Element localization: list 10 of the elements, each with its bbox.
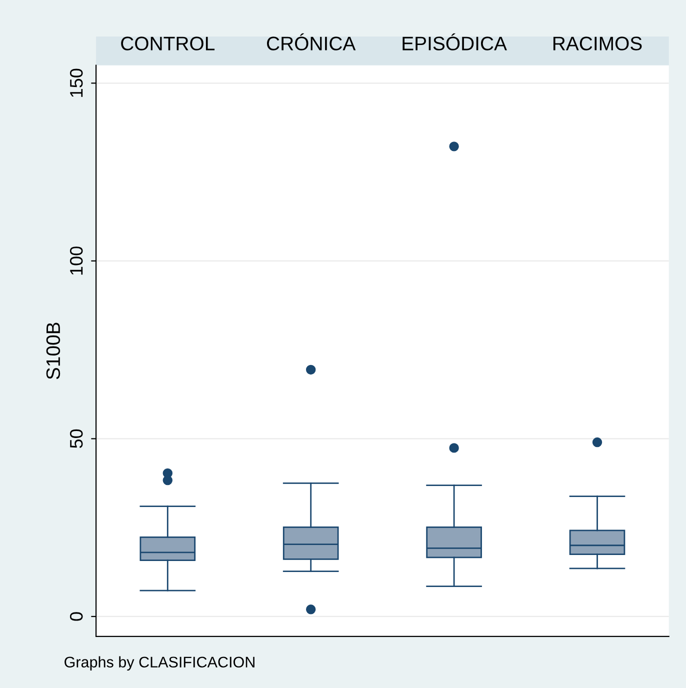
y-tick-label: 150 [70, 68, 83, 97]
text: Graphs by CLASIFICACION [64, 656, 254, 671]
x-tick-label: CRÓNICA [267, 33, 356, 50]
y-tick-label: 100 [70, 246, 83, 275]
x-tick-label: EPISÓDICA [402, 33, 507, 50]
x-tick-label: RACIMOS [553, 36, 642, 50]
y-tick-label: 50 [70, 429, 83, 448]
x-tick-label: CONTROL [121, 36, 215, 50]
y-tick-label: 0 [70, 612, 83, 621]
y-axis-title: S100B [46, 322, 60, 380]
